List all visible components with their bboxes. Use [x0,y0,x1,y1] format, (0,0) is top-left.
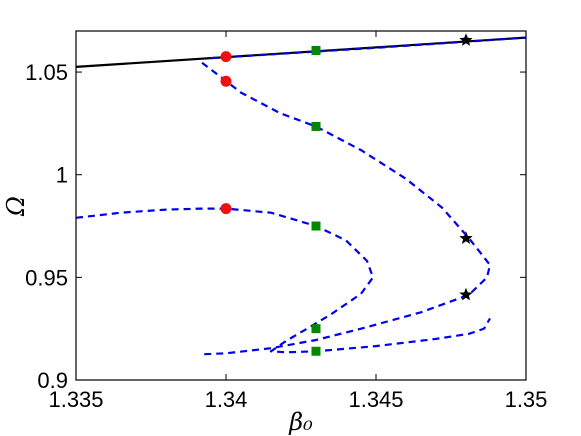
series-line-2 [210,36,527,60]
circle-marker-2 [220,75,232,87]
series-line-3 [201,61,492,356]
square-marker-1 [311,46,321,56]
square-marker-2 [311,121,321,131]
star-marker-2 [459,231,473,244]
star-marker-3 [459,287,473,301]
y-tick-label: 1.05 [25,60,68,85]
x-axis-label: β₀ [288,408,313,436]
square-marker-3 [311,221,321,231]
x-tick-label: 1.35 [505,387,548,412]
star-marker-1 [459,33,473,46]
square-marker-4 [311,324,321,334]
circle-marker-1 [220,51,232,63]
series-line-4 [75,207,491,354]
y-tick-label: 0.9 [37,368,68,393]
x-tick-label: 1.345 [348,387,403,412]
marker-layer [220,33,473,356]
y-tick-label: 1 [56,163,68,188]
circle-marker-3 [220,203,232,215]
tick-label-layer: 1.335 1.34 1.345 1.35 0.9 0.95 1 1.05 [25,60,547,412]
y-tick-label: 0.95 [25,265,68,290]
y-axis-label: Ω [2,196,30,217]
x-tick-label: 1.34 [205,387,248,412]
square-marker-5 [311,346,321,356]
series-layer [75,36,527,356]
tick-layer [75,31,527,381]
plot-frame [75,30,527,381]
x-tick-label: 1.335 [48,387,103,412]
